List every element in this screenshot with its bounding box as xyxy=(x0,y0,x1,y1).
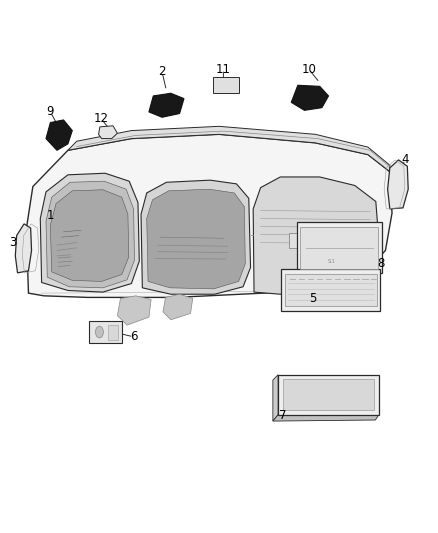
Text: S:1: S:1 xyxy=(328,259,336,264)
Polygon shape xyxy=(26,134,392,297)
Polygon shape xyxy=(253,177,379,294)
Polygon shape xyxy=(68,126,390,172)
Text: 6: 6 xyxy=(130,330,138,343)
FancyBboxPatch shape xyxy=(283,379,374,410)
FancyBboxPatch shape xyxy=(297,222,382,273)
Text: 12: 12 xyxy=(93,112,108,125)
Polygon shape xyxy=(117,296,151,325)
Polygon shape xyxy=(149,93,184,117)
FancyBboxPatch shape xyxy=(281,269,380,311)
Text: 9: 9 xyxy=(46,106,54,118)
Text: 1: 1 xyxy=(46,209,54,222)
Polygon shape xyxy=(273,415,379,421)
FancyBboxPatch shape xyxy=(89,321,122,343)
Polygon shape xyxy=(388,160,408,209)
Polygon shape xyxy=(50,190,129,281)
Text: 4: 4 xyxy=(401,154,409,166)
Text: 2: 2 xyxy=(158,66,166,78)
Polygon shape xyxy=(273,375,278,421)
Text: 3: 3 xyxy=(10,236,17,249)
Text: 10: 10 xyxy=(301,63,316,76)
Polygon shape xyxy=(147,189,245,289)
FancyBboxPatch shape xyxy=(300,227,378,269)
Polygon shape xyxy=(46,120,72,150)
FancyBboxPatch shape xyxy=(108,325,118,340)
Text: 11: 11 xyxy=(216,63,231,76)
Ellipse shape xyxy=(95,326,103,338)
Polygon shape xyxy=(163,294,193,320)
Polygon shape xyxy=(99,126,117,139)
Text: 5: 5 xyxy=(310,292,317,305)
Polygon shape xyxy=(141,180,251,294)
Polygon shape xyxy=(278,375,379,415)
Text: 8: 8 xyxy=(378,257,385,270)
Polygon shape xyxy=(40,173,139,292)
FancyBboxPatch shape xyxy=(285,274,377,306)
Text: 7: 7 xyxy=(279,409,286,422)
Polygon shape xyxy=(291,85,328,110)
Polygon shape xyxy=(15,224,32,273)
FancyBboxPatch shape xyxy=(213,77,239,93)
Polygon shape xyxy=(46,181,134,288)
FancyBboxPatch shape xyxy=(289,233,346,248)
